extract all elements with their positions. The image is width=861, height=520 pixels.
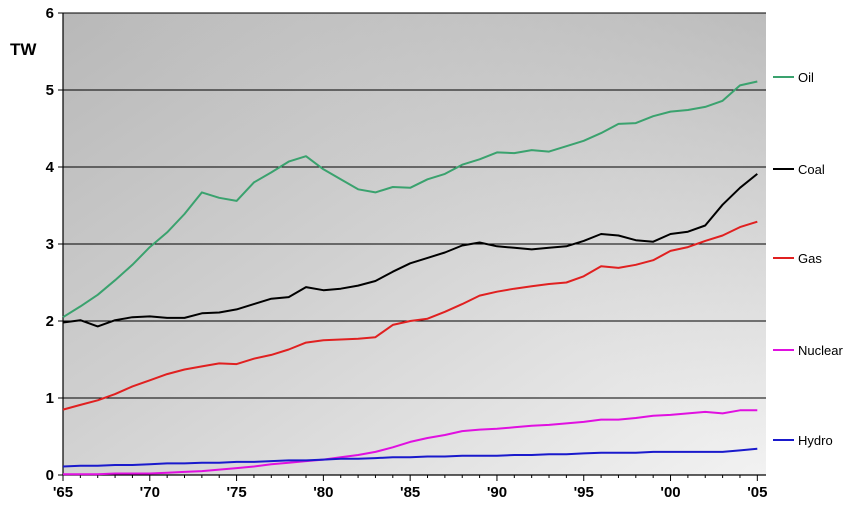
series-lines — [62, 80, 758, 476]
y-tick-label: 5 — [46, 82, 54, 99]
x-tick-label: '65 — [53, 484, 73, 501]
series-hydro-line — [62, 447, 758, 468]
legend-label-coal: Coal — [798, 162, 825, 177]
axes: 0 1 2 3 4 5 6 '65 '70 '75 '80 '85 '90 '95 '00 '05 — [46, 5, 768, 501]
series-coal-line — [62, 173, 758, 328]
x-tick-label: '90 — [487, 484, 507, 501]
series-oil-line — [62, 80, 758, 319]
legend: Oil Coal Gas Nuclear Hydro — [773, 70, 843, 448]
legend-label-nuclear: Nuclear — [798, 343, 843, 358]
x-tick-label: '85 — [400, 484, 420, 501]
gridlines — [63, 12, 766, 399]
series-nuclear-line — [63, 409, 758, 476]
series-gas-line — [62, 220, 758, 411]
x-tick-label: '70 — [140, 484, 160, 501]
legend-label-oil: Oil — [798, 70, 814, 85]
y-tick-label: 1 — [46, 390, 54, 407]
y-tick-label: 2 — [46, 313, 54, 330]
y-tick-label: 6 — [46, 5, 54, 22]
x-tick-label: '95 — [574, 484, 594, 501]
x-tick-label: '75 — [226, 484, 246, 501]
x-tick-label: '80 — [313, 484, 333, 501]
legend-label-gas: Gas — [798, 251, 822, 266]
x-tick-label: '00 — [660, 484, 680, 501]
y-axis-label: TW — [10, 40, 37, 59]
legend-label-hydro: Hydro — [798, 433, 833, 448]
y-tick-label: 0 — [46, 467, 54, 484]
y-tick-label: 3 — [46, 236, 54, 253]
y-tick-label: 4 — [46, 159, 55, 176]
x-tick-label: '05 — [747, 484, 767, 501]
